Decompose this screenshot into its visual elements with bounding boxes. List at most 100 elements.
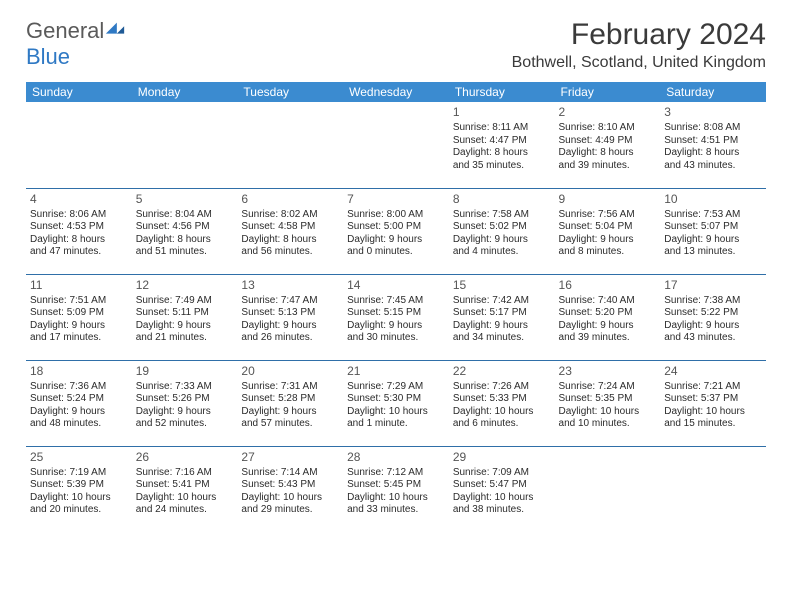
daylight-line-1: Daylight: 9 hours — [664, 234, 762, 247]
daylight-line-1: Daylight: 9 hours — [664, 320, 762, 333]
calendar-cell: 6Sunrise: 8:02 AMSunset: 4:58 PMDaylight… — [237, 188, 343, 274]
sunrise-line: Sunrise: 8:10 AM — [559, 122, 657, 135]
calendar-cell: 12Sunrise: 7:49 AMSunset: 5:11 PMDayligh… — [132, 274, 238, 360]
location-subtitle: Bothwell, Scotland, United Kingdom — [512, 54, 766, 72]
day-number: 29 — [453, 449, 551, 467]
day-number: 9 — [559, 191, 657, 209]
daylight-line-2: and 39 minutes. — [559, 332, 657, 345]
calendar-cell: 20Sunrise: 7:31 AMSunset: 5:28 PMDayligh… — [237, 360, 343, 446]
daylight-line-1: Daylight: 10 hours — [30, 492, 128, 505]
daylight-line-2: and 33 minutes. — [347, 504, 445, 517]
daylight-line-1: Daylight: 10 hours — [347, 406, 445, 419]
sunrise-line: Sunrise: 7:29 AM — [347, 381, 445, 394]
calendar-row: 11Sunrise: 7:51 AMSunset: 5:09 PMDayligh… — [26, 274, 766, 360]
calendar-body: 1Sunrise: 8:11 AMSunset: 4:47 PMDaylight… — [26, 102, 766, 532]
calendar-cell: 19Sunrise: 7:33 AMSunset: 5:26 PMDayligh… — [132, 360, 238, 446]
calendar-cell-empty — [237, 102, 343, 188]
day-header: Sunday — [26, 82, 132, 102]
sunset-line: Sunset: 4:58 PM — [241, 221, 339, 234]
sunrise-line: Sunrise: 7:26 AM — [453, 381, 551, 394]
brand-logo: General Blue — [26, 18, 126, 70]
sunrise-line: Sunrise: 8:04 AM — [136, 209, 234, 222]
day-number: 3 — [664, 104, 762, 122]
title-block: February 2024 Bothwell, Scotland, United… — [512, 18, 766, 72]
daylight-line-2: and 38 minutes. — [453, 504, 551, 517]
calendar-cell: 24Sunrise: 7:21 AMSunset: 5:37 PMDayligh… — [660, 360, 766, 446]
sunset-line: Sunset: 5:30 PM — [347, 393, 445, 406]
daylight-line-2: and 48 minutes. — [30, 418, 128, 431]
daylight-line-1: Daylight: 9 hours — [136, 320, 234, 333]
day-number: 16 — [559, 277, 657, 295]
daylight-line-1: Daylight: 8 hours — [136, 234, 234, 247]
day-number: 21 — [347, 363, 445, 381]
daylight-line-1: Daylight: 8 hours — [664, 147, 762, 160]
day-number: 18 — [30, 363, 128, 381]
day-number: 17 — [664, 277, 762, 295]
daylight-line-1: Daylight: 10 hours — [559, 406, 657, 419]
sunrise-line: Sunrise: 7:09 AM — [453, 467, 551, 480]
daylight-line-2: and 51 minutes. — [136, 246, 234, 259]
sunrise-line: Sunrise: 7:56 AM — [559, 209, 657, 222]
sunrise-line: Sunrise: 7:51 AM — [30, 295, 128, 308]
calendar-cell: 16Sunrise: 7:40 AMSunset: 5:20 PMDayligh… — [555, 274, 661, 360]
sunset-line: Sunset: 5:22 PM — [664, 307, 762, 320]
daylight-line-2: and 30 minutes. — [347, 332, 445, 345]
sunset-line: Sunset: 5:17 PM — [453, 307, 551, 320]
month-title: February 2024 — [512, 18, 766, 52]
sunset-line: Sunset: 5:45 PM — [347, 479, 445, 492]
sunset-line: Sunset: 4:56 PM — [136, 221, 234, 234]
day-number: 7 — [347, 191, 445, 209]
daylight-line-2: and 47 minutes. — [30, 246, 128, 259]
calendar-cell: 10Sunrise: 7:53 AMSunset: 5:07 PMDayligh… — [660, 188, 766, 274]
daylight-line-1: Daylight: 9 hours — [559, 234, 657, 247]
day-number: 23 — [559, 363, 657, 381]
sunset-line: Sunset: 4:47 PM — [453, 135, 551, 148]
calendar-row: 4Sunrise: 8:06 AMSunset: 4:53 PMDaylight… — [26, 188, 766, 274]
day-number: 4 — [30, 191, 128, 209]
sunset-line: Sunset: 5:15 PM — [347, 307, 445, 320]
sunrise-line: Sunrise: 7:33 AM — [136, 381, 234, 394]
sunrise-line: Sunrise: 7:21 AM — [664, 381, 762, 394]
calendar-cell: 2Sunrise: 8:10 AMSunset: 4:49 PMDaylight… — [555, 102, 661, 188]
calendar-table: SundayMondayTuesdayWednesdayThursdayFrid… — [26, 82, 766, 532]
sunrise-line: Sunrise: 7:24 AM — [559, 381, 657, 394]
sunrise-line: Sunrise: 7:40 AM — [559, 295, 657, 308]
sunrise-line: Sunrise: 7:38 AM — [664, 295, 762, 308]
page-header: General Blue February 2024 Bothwell, Sco… — [26, 18, 766, 72]
brand-name-b: Blue — [26, 44, 126, 70]
day-header: Wednesday — [343, 82, 449, 102]
calendar-cell: 4Sunrise: 8:06 AMSunset: 4:53 PMDaylight… — [26, 188, 132, 274]
sunrise-line: Sunrise: 7:58 AM — [453, 209, 551, 222]
daylight-line-2: and 15 minutes. — [664, 418, 762, 431]
day-number: 6 — [241, 191, 339, 209]
daylight-line-1: Daylight: 10 hours — [136, 492, 234, 505]
calendar-row: 1Sunrise: 8:11 AMSunset: 4:47 PMDaylight… — [26, 102, 766, 188]
calendar-cell-empty — [132, 102, 238, 188]
calendar-head: SundayMondayTuesdayWednesdayThursdayFrid… — [26, 82, 766, 102]
calendar-row: 25Sunrise: 7:19 AMSunset: 5:39 PMDayligh… — [26, 446, 766, 532]
daylight-line-2: and 43 minutes. — [664, 332, 762, 345]
sunset-line: Sunset: 5:20 PM — [559, 307, 657, 320]
calendar-cell: 15Sunrise: 7:42 AMSunset: 5:17 PMDayligh… — [449, 274, 555, 360]
calendar-cell: 21Sunrise: 7:29 AMSunset: 5:30 PMDayligh… — [343, 360, 449, 446]
daylight-line-2: and 57 minutes. — [241, 418, 339, 431]
sunset-line: Sunset: 5:11 PM — [136, 307, 234, 320]
daylight-line-1: Daylight: 8 hours — [559, 147, 657, 160]
sunset-line: Sunset: 5:28 PM — [241, 393, 339, 406]
daylight-line-2: and 0 minutes. — [347, 246, 445, 259]
day-number: 1 — [453, 104, 551, 122]
sunrise-line: Sunrise: 7:14 AM — [241, 467, 339, 480]
calendar-cell: 25Sunrise: 7:19 AMSunset: 5:39 PMDayligh… — [26, 446, 132, 532]
sunset-line: Sunset: 4:53 PM — [30, 221, 128, 234]
sunrise-line: Sunrise: 7:45 AM — [347, 295, 445, 308]
calendar-cell: 18Sunrise: 7:36 AMSunset: 5:24 PMDayligh… — [26, 360, 132, 446]
calendar-cell: 8Sunrise: 7:58 AMSunset: 5:02 PMDaylight… — [449, 188, 555, 274]
sunset-line: Sunset: 5:37 PM — [664, 393, 762, 406]
calendar-cell-empty — [343, 102, 449, 188]
sunset-line: Sunset: 5:07 PM — [664, 221, 762, 234]
calendar-cell: 29Sunrise: 7:09 AMSunset: 5:47 PMDayligh… — [449, 446, 555, 532]
calendar-cell: 7Sunrise: 8:00 AMSunset: 5:00 PMDaylight… — [343, 188, 449, 274]
daylight-line-1: Daylight: 9 hours — [559, 320, 657, 333]
sunrise-line: Sunrise: 7:16 AM — [136, 467, 234, 480]
daylight-line-1: Daylight: 10 hours — [664, 406, 762, 419]
